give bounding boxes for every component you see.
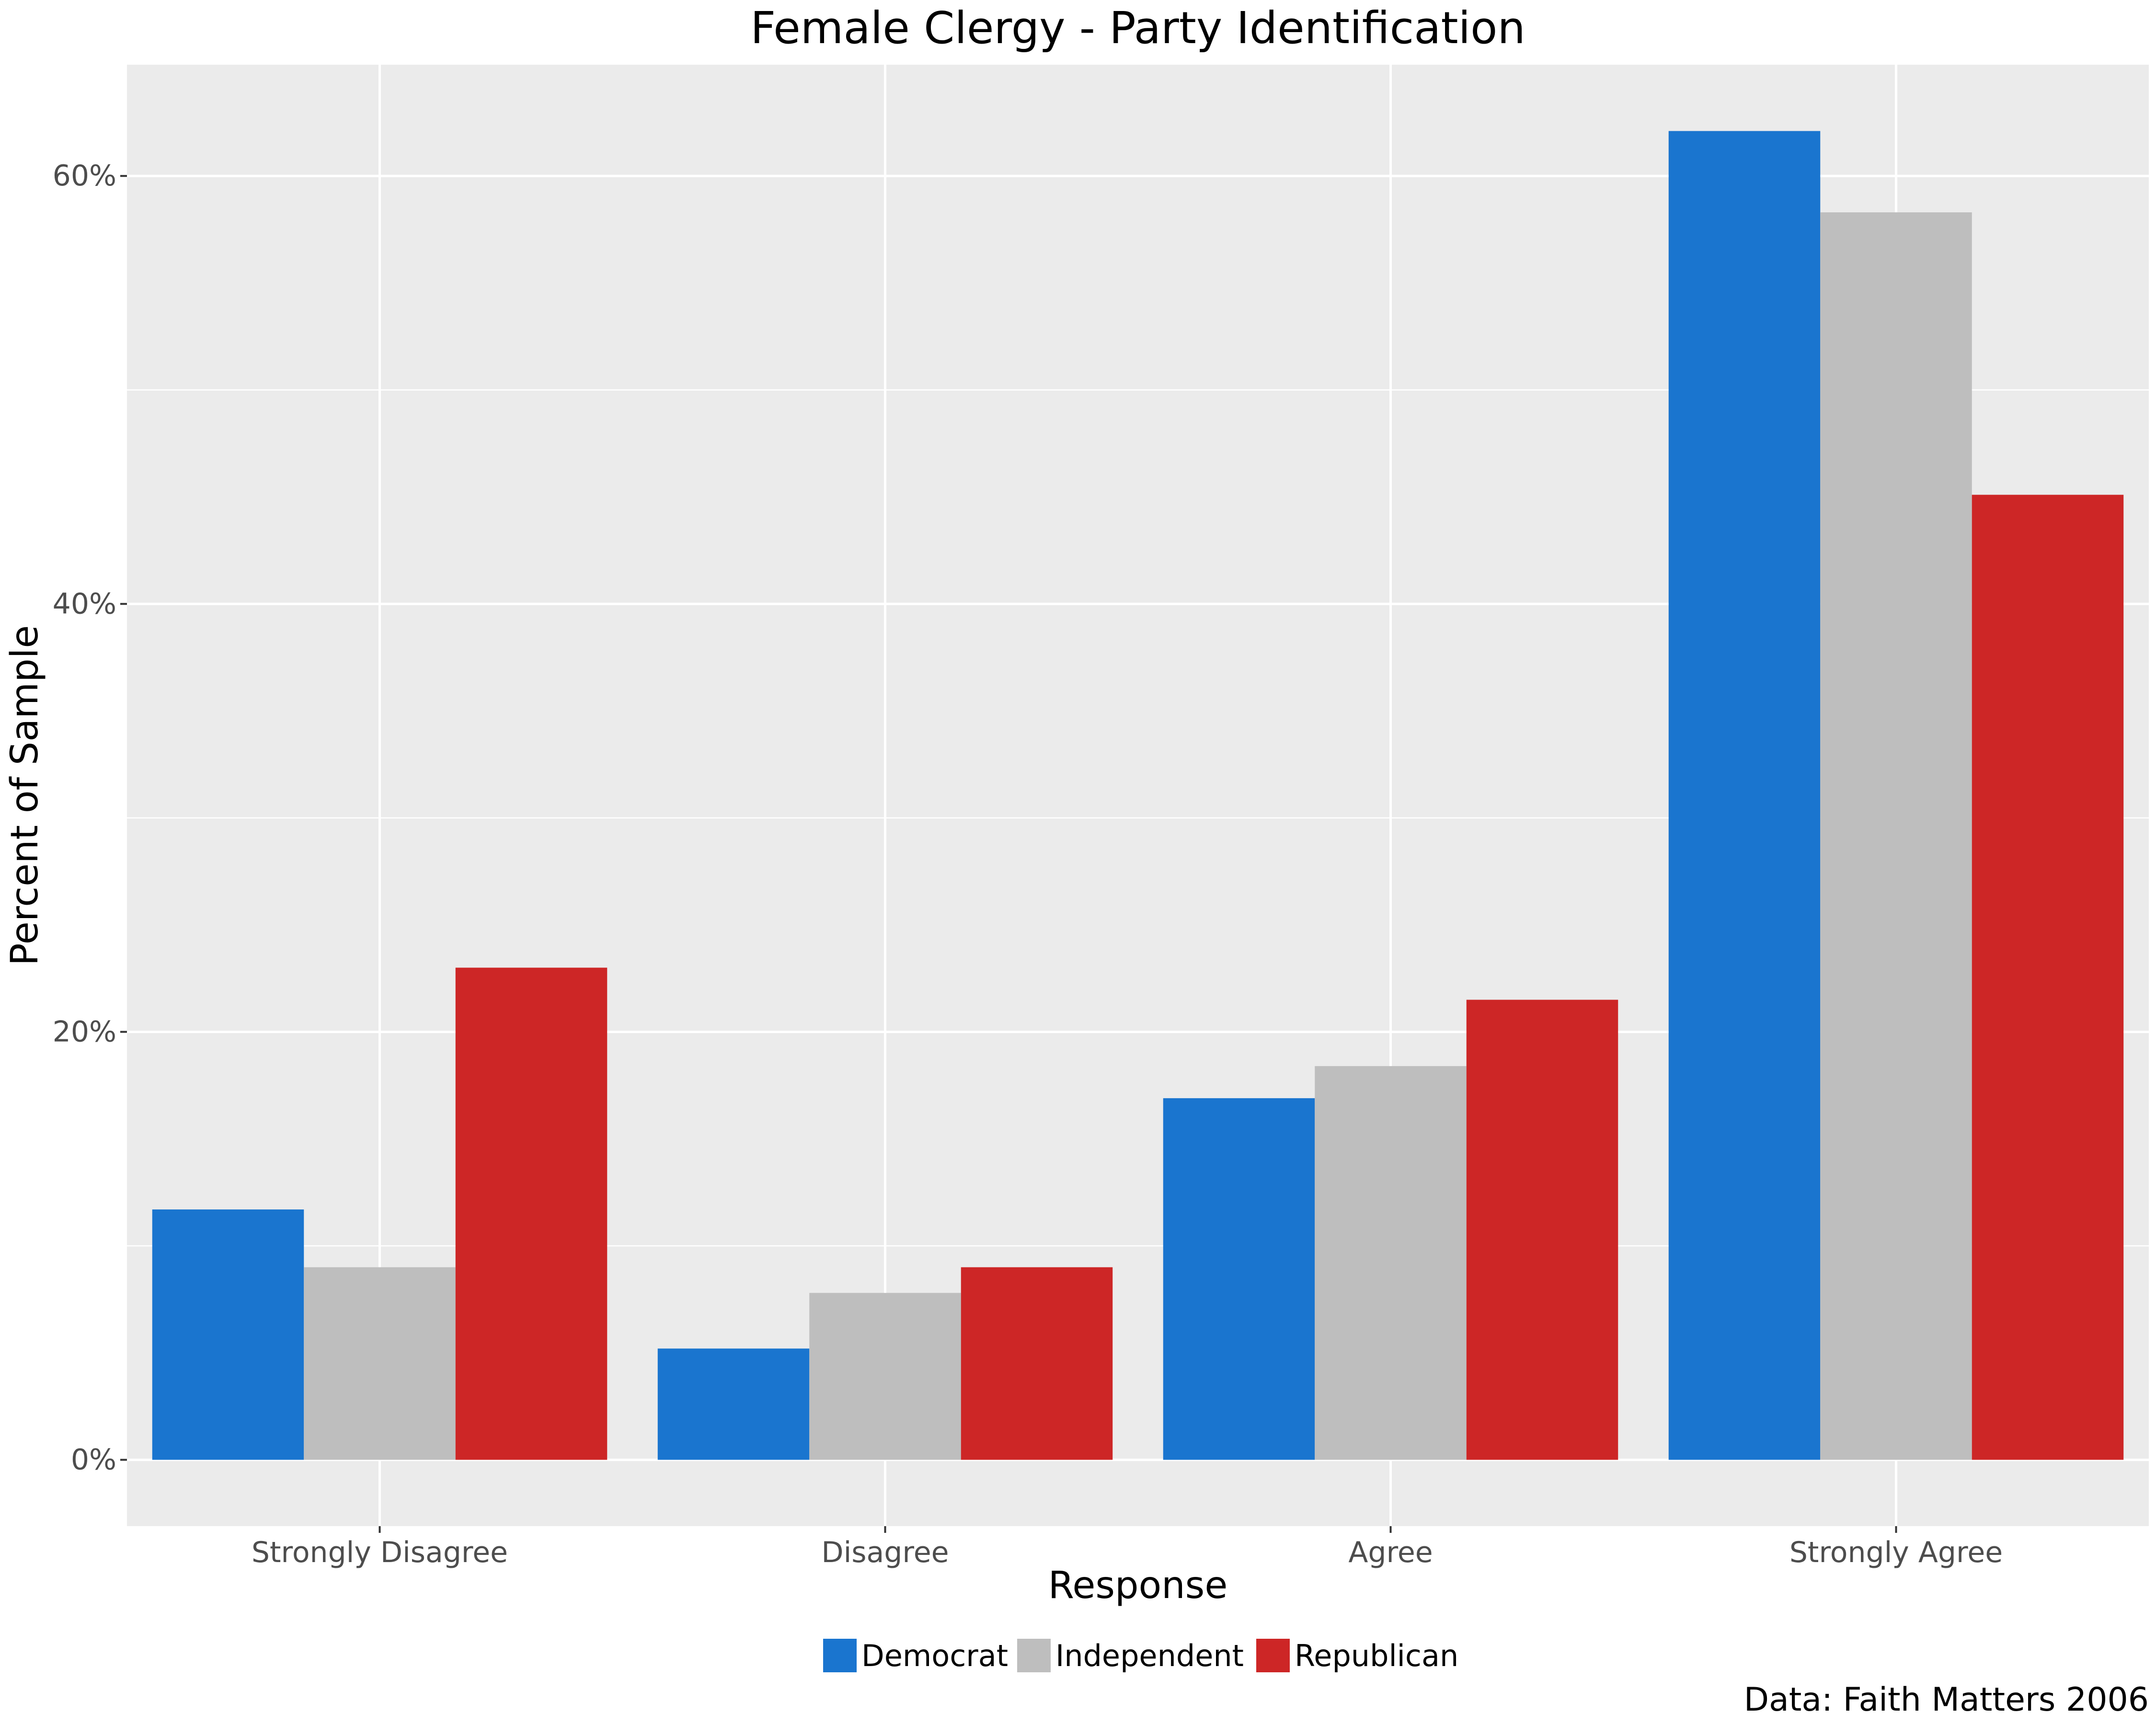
caption: Data: Faith Matters 2006 xyxy=(1744,1681,2149,1719)
legend-key-independent xyxy=(1017,1639,1051,1672)
x-axis-title: Response xyxy=(1048,1564,1228,1607)
bar-independent-strongly-agree xyxy=(1820,212,1972,1460)
x-tick-label: Strongly Disagree xyxy=(252,1536,508,1569)
x-tick-label: Strongly Agree xyxy=(1789,1536,2003,1569)
bar-republican-strongly-agree xyxy=(1972,494,2124,1460)
x-tick-label: Agree xyxy=(1348,1536,1433,1569)
legend-key-democrat xyxy=(823,1639,857,1672)
bar-democrat-strongly-agree xyxy=(1668,131,1821,1460)
legend-label-democrat: Democrat xyxy=(861,1638,1008,1673)
x-tick-label: Disagree xyxy=(821,1536,949,1569)
y-tick-label: 0% xyxy=(71,1443,116,1477)
bar-democrat-strongly-disagree xyxy=(152,1209,304,1460)
y-axis-title: Percent of Sample xyxy=(3,625,46,966)
bar-democrat-disagree xyxy=(657,1348,810,1460)
bar-independent-agree xyxy=(1315,1066,1467,1460)
y-tick-label: 20% xyxy=(53,1015,116,1048)
bar-democrat-agree xyxy=(1163,1098,1315,1460)
bar-republican-agree xyxy=(1466,1000,1618,1460)
bar-republican-disagree xyxy=(961,1267,1113,1460)
y-axis: 0% 20% 40% 60% xyxy=(53,159,127,1477)
y-tick-label: 60% xyxy=(53,159,116,193)
chart-title: Female Clergy - Party Identification xyxy=(750,2,1525,54)
x-axis: Strongly Disagree Disagree Agree Strongly A… xyxy=(252,1526,2003,1569)
legend-label-republican: Republican xyxy=(1295,1638,1458,1673)
bar-independent-strongly-disagree xyxy=(304,1267,456,1460)
legend: Democrat Independent Republican xyxy=(823,1638,1458,1673)
legend-label-independent: Independent xyxy=(1055,1638,1244,1673)
bar-independent-disagree xyxy=(809,1293,961,1460)
bars xyxy=(152,131,2124,1460)
y-tick-label: 40% xyxy=(53,587,116,621)
legend-key-republican xyxy=(1256,1639,1290,1672)
bar-republican-strongly-disagree xyxy=(455,967,608,1460)
